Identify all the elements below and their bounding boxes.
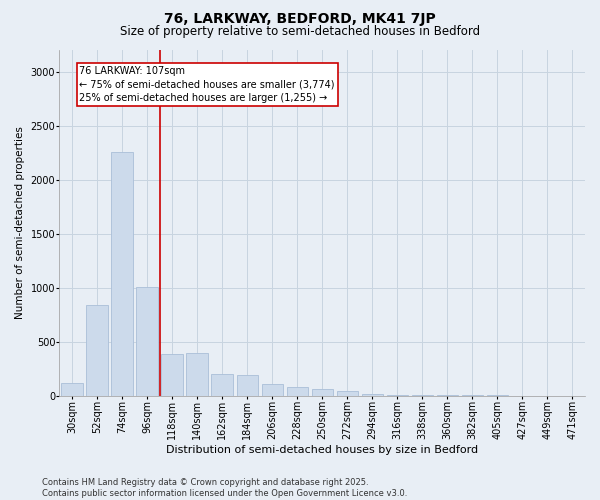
Bar [161,354,183,396]
Bar [86,305,107,396]
Bar [262,384,283,396]
Bar [412,395,433,396]
Text: Size of property relative to semi-detached houses in Bedford: Size of property relative to semi-detach… [120,25,480,38]
Bar [112,152,133,396]
Bar [362,394,383,396]
X-axis label: Distribution of semi-detached houses by size in Bedford: Distribution of semi-detached houses by … [166,445,478,455]
Bar [337,391,358,396]
Bar [187,352,208,396]
Bar [236,374,258,396]
Bar [386,394,408,396]
Bar [211,374,233,396]
Bar [61,383,83,396]
Y-axis label: Number of semi-detached properties: Number of semi-detached properties [15,126,25,320]
Bar [136,286,158,396]
Bar [287,387,308,396]
Bar [311,390,333,396]
Text: 76, LARKWAY, BEDFORD, MK41 7JP: 76, LARKWAY, BEDFORD, MK41 7JP [164,12,436,26]
Text: Contains HM Land Registry data © Crown copyright and database right 2025.
Contai: Contains HM Land Registry data © Crown c… [42,478,407,498]
Text: 76 LARKWAY: 107sqm
← 75% of semi-detached houses are smaller (3,774)
25% of semi: 76 LARKWAY: 107sqm ← 75% of semi-detache… [79,66,335,102]
